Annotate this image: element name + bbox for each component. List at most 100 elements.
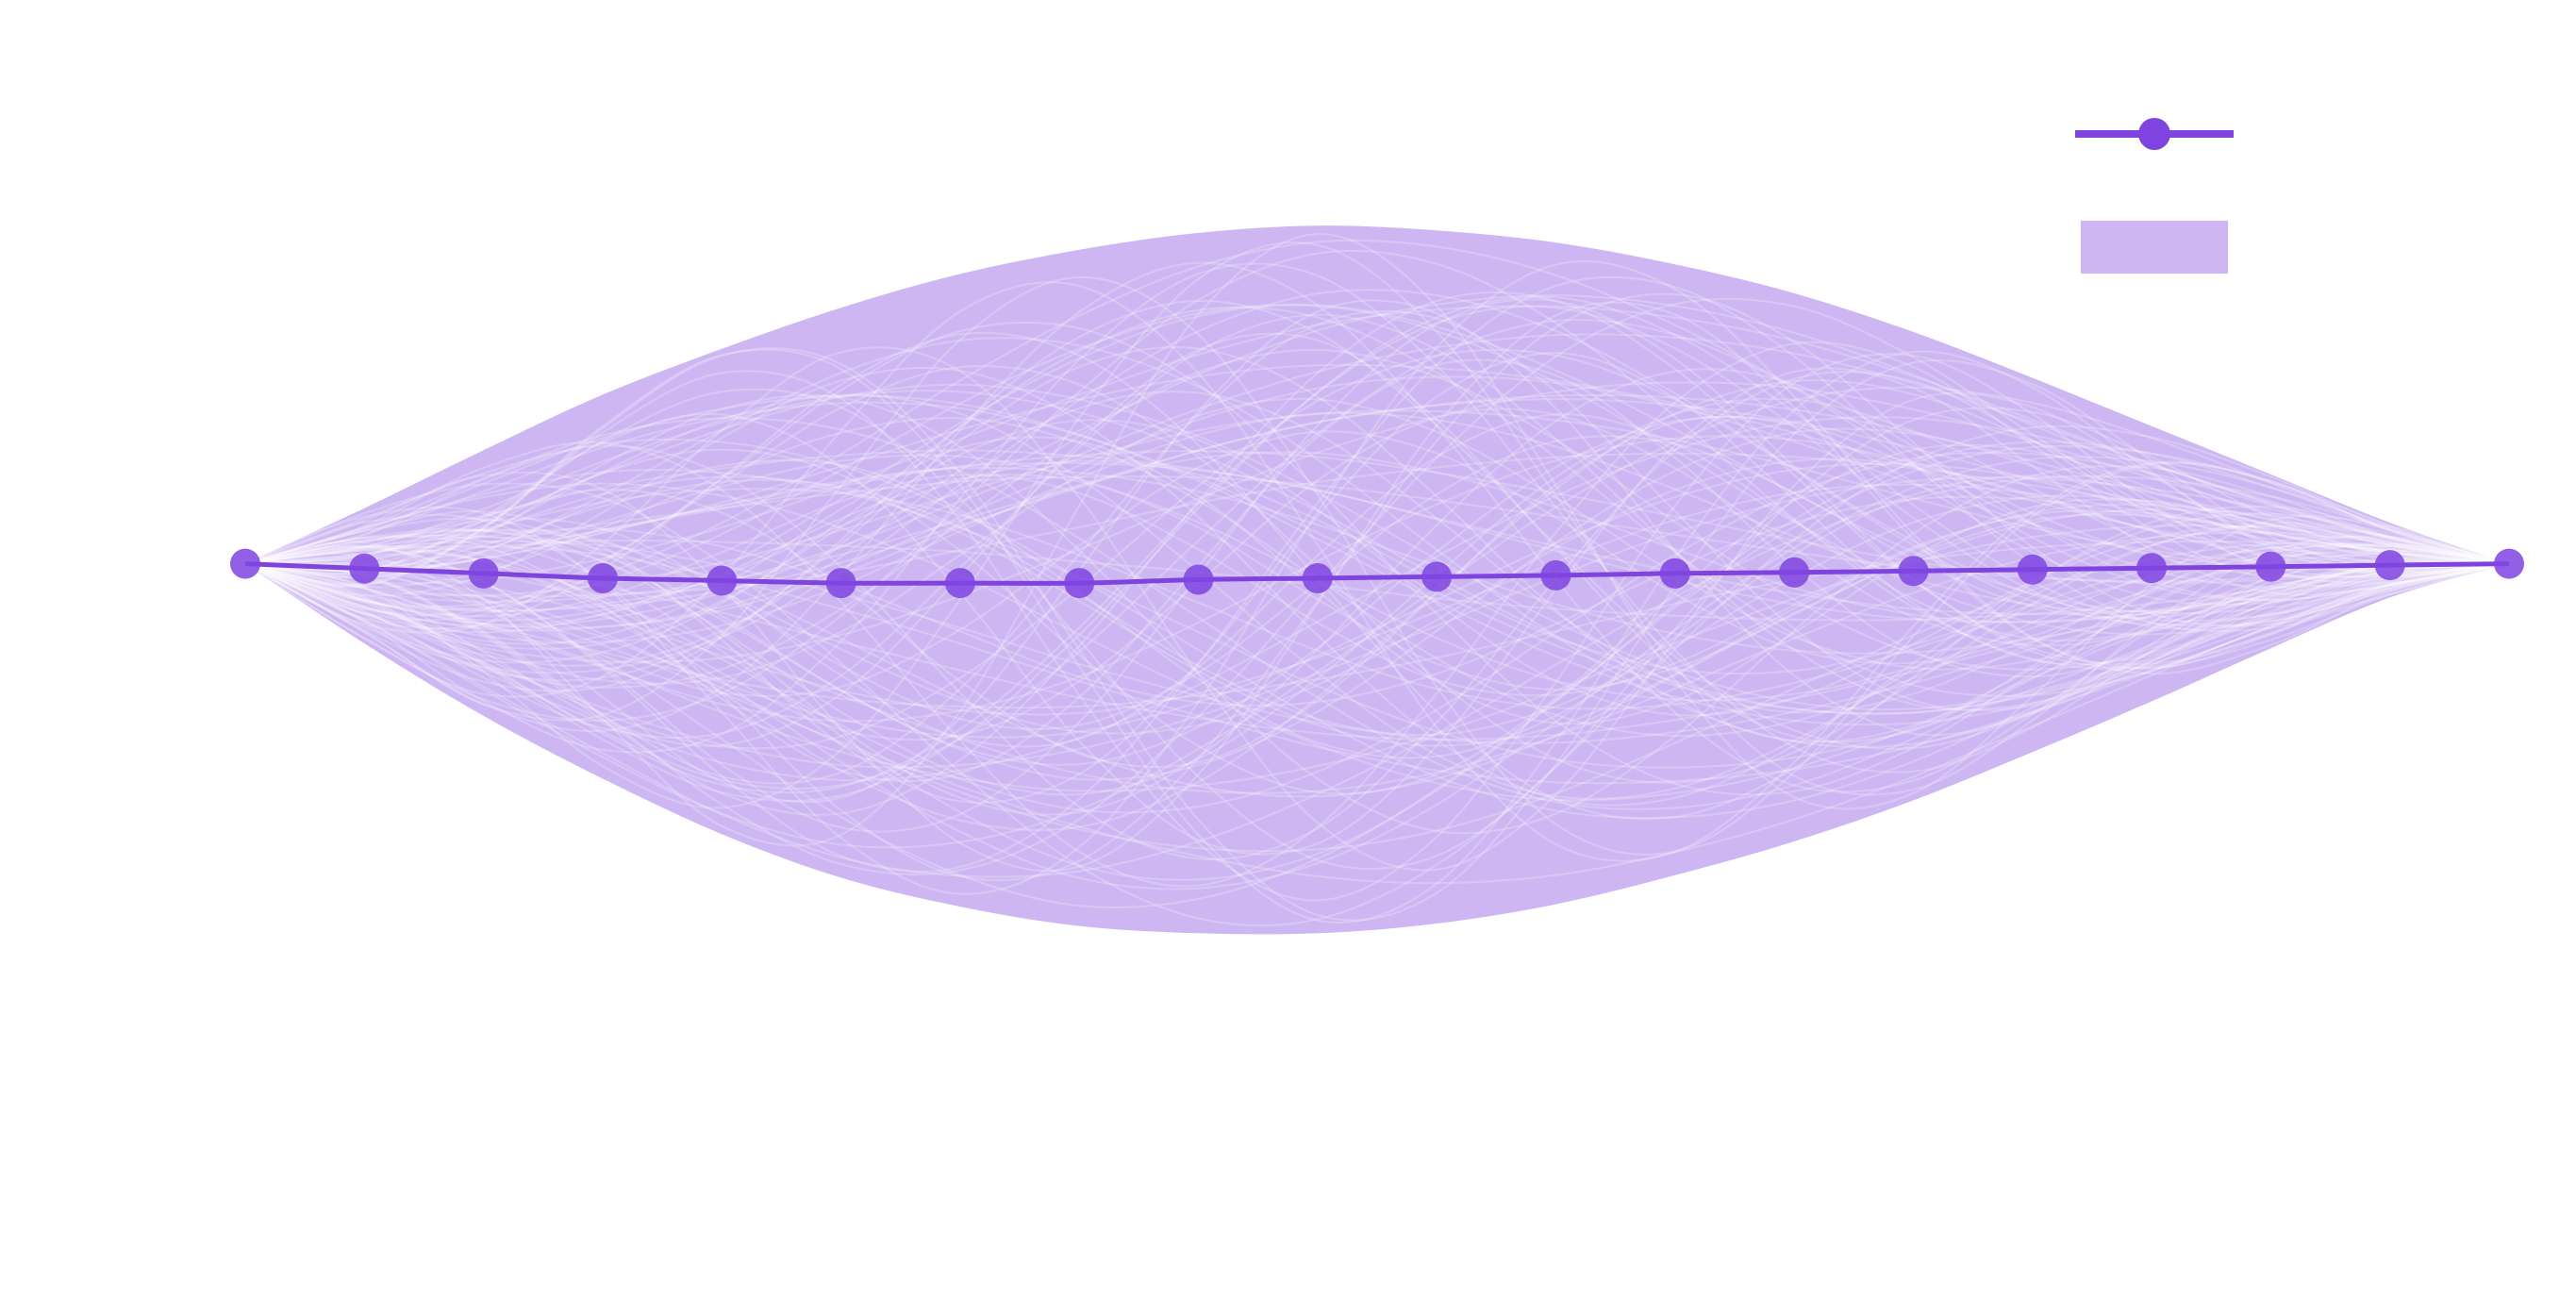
sample-path	[244, 333, 2510, 613]
sample-path	[244, 375, 2510, 632]
sample-path	[244, 346, 2510, 872]
sample-path	[244, 415, 2510, 766]
sample-path	[244, 394, 2510, 726]
sample-path	[244, 367, 2510, 856]
sample-path	[244, 232, 2510, 847]
sample-path	[244, 261, 2510, 793]
sample-path	[244, 436, 2510, 725]
sample-path	[244, 524, 2510, 792]
sample-path	[244, 444, 2510, 909]
sample-path	[244, 413, 2510, 748]
sample-path	[244, 417, 2510, 811]
sample-path	[244, 393, 2510, 835]
sample-path	[244, 449, 2510, 585]
sample-path	[244, 305, 2510, 585]
data-point	[2494, 548, 2524, 579]
sample-path	[244, 482, 2510, 802]
sample-path	[244, 393, 2510, 800]
data-point	[1898, 556, 1929, 587]
data-point	[1659, 558, 1690, 589]
sample-path	[244, 275, 2510, 856]
sample-path	[244, 371, 2510, 861]
sample-path	[244, 441, 2510, 881]
sample-path	[244, 466, 2510, 655]
sample-path	[244, 469, 2510, 769]
sample-path	[244, 352, 2510, 804]
sample-path	[244, 562, 2510, 741]
sample-path	[244, 331, 2510, 821]
data-point	[825, 568, 856, 599]
sample-path	[244, 393, 2510, 604]
sample-path	[244, 293, 2510, 628]
sample-path	[244, 262, 2510, 774]
sample-path	[244, 305, 2510, 794]
data-point	[1540, 559, 1571, 591]
sample-path	[244, 348, 2510, 924]
sample-path	[244, 388, 2510, 871]
sample-path	[244, 424, 2510, 927]
data-point	[2017, 554, 2048, 585]
sample-path	[244, 301, 2510, 873]
sample-path	[244, 539, 2510, 622]
sample-path	[244, 454, 2510, 702]
sample-path	[244, 337, 2510, 748]
sample-path	[244, 345, 2510, 743]
sample-path	[244, 304, 2510, 636]
sample-path	[244, 281, 2510, 862]
sample-path	[244, 299, 2510, 804]
sample-path	[244, 475, 2510, 747]
sample-path	[244, 386, 2510, 849]
sample-path	[244, 358, 2510, 783]
sample-path	[244, 348, 2510, 750]
sample-path	[244, 289, 2510, 674]
sample-path	[244, 474, 2510, 583]
sample-path	[244, 474, 2510, 878]
sample-path	[244, 508, 2510, 798]
sample-path	[244, 383, 2510, 711]
sample-path	[244, 419, 2510, 717]
sample-path	[244, 416, 2510, 782]
sample-path	[244, 458, 2510, 735]
data-point	[1779, 557, 1810, 588]
sample-path	[244, 341, 2510, 888]
sample-path	[244, 474, 2510, 697]
data-point	[944, 568, 975, 599]
sample-path	[244, 332, 2510, 747]
legend-band-swatch	[2081, 221, 2228, 274]
sample-path	[244, 435, 2510, 723]
sample-path	[244, 451, 2510, 629]
sample-path	[244, 540, 2510, 709]
sample-path	[244, 291, 2510, 817]
sample-path	[244, 353, 2510, 902]
sample-path	[244, 458, 2510, 759]
sample-path	[244, 397, 2510, 685]
sample-path	[244, 368, 2510, 816]
data-point	[1421, 561, 1453, 592]
data-point	[230, 548, 260, 579]
sample-path	[244, 249, 2510, 722]
sample-path	[244, 435, 2510, 731]
data-point	[1302, 562, 1333, 593]
band-area	[245, 225, 2509, 935]
data-point	[2374, 550, 2405, 581]
sample-path	[244, 427, 2510, 781]
sample-path	[244, 381, 2510, 663]
sample-path	[244, 363, 2510, 572]
sample-path	[244, 451, 2510, 814]
sample-path	[244, 417, 2510, 738]
sample-path	[244, 364, 2510, 784]
data-point	[1183, 564, 1214, 595]
sample-path	[244, 295, 2510, 803]
sample-path	[244, 239, 2510, 608]
sample-path	[244, 562, 2510, 885]
sample-path	[244, 241, 2510, 809]
data-point	[587, 562, 618, 593]
sample-path	[244, 306, 2510, 698]
sample-path	[244, 411, 2510, 644]
sample-path	[244, 309, 2510, 785]
sample-path	[244, 259, 2510, 895]
sample-path	[244, 401, 2510, 715]
data-point	[349, 553, 380, 584]
legend	[2075, 118, 2234, 274]
